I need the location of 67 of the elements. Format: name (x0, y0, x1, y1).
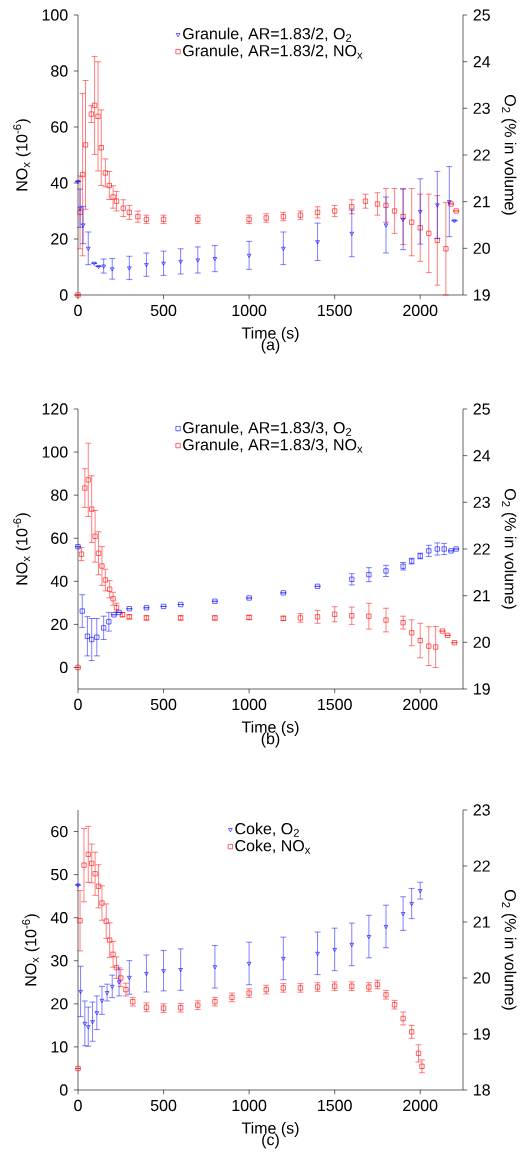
y-tick-label: 60 (51, 825, 68, 838)
y-tick-label: 100 (42, 446, 68, 458)
y-tick-label: 20 (51, 618, 68, 631)
y-tick-label: 60 (51, 532, 68, 544)
x-tick-label: 0 (74, 1099, 82, 1112)
y2-tick-label: 21 (473, 590, 490, 602)
y-tick-label: 120 (42, 403, 68, 415)
x-tick-label: 1000 (232, 304, 267, 317)
y-tick-label: 50 (51, 868, 68, 881)
x-tick-label: 0 (74, 304, 82, 317)
x-tick-label: 500 (150, 698, 177, 711)
y2-tick-label: 18 (474, 1084, 490, 1096)
x-tick-label: 1000 (232, 698, 267, 711)
y-tick-label: 60 (51, 121, 68, 133)
y2-tick-label: 25 (473, 403, 490, 415)
x-tick-label: 500 (150, 304, 177, 317)
y2-tick-label: 23 (473, 496, 490, 508)
legend-label: Granule, AR=1.83/3, O$_{2}$ (183, 421, 352, 436)
y-tick-label: 100 (42, 9, 68, 21)
y-tick-label: 0 (59, 1084, 68, 1096)
y2-tick-label: 21 (473, 916, 490, 928)
x-tick-label: 500 (150, 1099, 177, 1112)
y-tick-label: 0 (59, 661, 68, 674)
x-tick-label: 1500 (318, 1099, 352, 1112)
x-tick-label: 2000 (403, 698, 438, 711)
y-tick-label: 40 (50, 177, 68, 189)
y2-tick-label: 23 (473, 102, 490, 114)
y-tick-label: 10 (51, 1041, 68, 1053)
y-tick-label: 40 (50, 912, 68, 924)
y-axis-title: NO$_{x}$ (10$^{-6}$) (22, 914, 40, 986)
y-tick-label: 0 (59, 289, 68, 301)
legend-label: Coke, NO$_{x}$ (235, 839, 311, 854)
y2-tick-label: 22 (473, 149, 490, 161)
y2-tick-label: 20 (473, 636, 490, 648)
y2-tick-label: 25 (473, 9, 490, 21)
y-axis-title: NO$_{x}$ (10$^{-6}$) (13, 119, 31, 191)
x-tick-label: 1000 (232, 1099, 267, 1112)
y-tick-label: 80 (51, 65, 68, 77)
legend-label: Granule, AR=1.83/2, NO$_{x}$ (183, 44, 363, 59)
x-tick-label: 0 (74, 698, 82, 711)
y-tick-label: 20 (51, 233, 68, 245)
legend-label: Coke, O$_{2}$ (235, 822, 299, 837)
x-tick-label: 1500 (318, 698, 352, 711)
y2-tick-label: 24 (473, 450, 491, 462)
y2-tick-label: 20 (473, 242, 490, 254)
x-tick-label: 1500 (318, 304, 352, 317)
y-tick-label: 80 (51, 489, 68, 501)
x-tick-label: 2000 (403, 1099, 438, 1112)
y2-tick-label: 19 (474, 683, 490, 695)
y2-tick-label: 22 (473, 860, 490, 872)
y2-tick-label: 24 (473, 56, 491, 68)
y2-tick-label: 20 (473, 972, 490, 984)
y-tick-label: 20 (51, 998, 68, 1010)
y2-tick-label: 19 (474, 1028, 490, 1040)
y2-axis-title: O$_{2}$ (% in volume) (501, 95, 517, 215)
y2-axis-title: O$_{2}$ (% in volume) (501, 489, 517, 609)
y2-tick-label: 21 (473, 196, 490, 208)
y-tick-label: 40 (50, 575, 68, 587)
legend-label: Granule, AR=1.83/2, O$_{2}$ (183, 27, 352, 42)
y-axis-title: NO$_{x}$ (10$^{-6}$) (13, 513, 31, 585)
y2-tick-label: 22 (473, 543, 490, 555)
legend-label: Granule, AR=1.83/3, NO$_{x}$ (183, 438, 363, 453)
y2-tick-label: 23 (473, 804, 490, 816)
y2-axis-title: O$_{2}$ (% in volume) (501, 890, 517, 1010)
x-tick-label: 2000 (403, 304, 438, 317)
y-tick-label: 30 (51, 955, 68, 967)
y2-tick-label: 19 (474, 289, 490, 301)
